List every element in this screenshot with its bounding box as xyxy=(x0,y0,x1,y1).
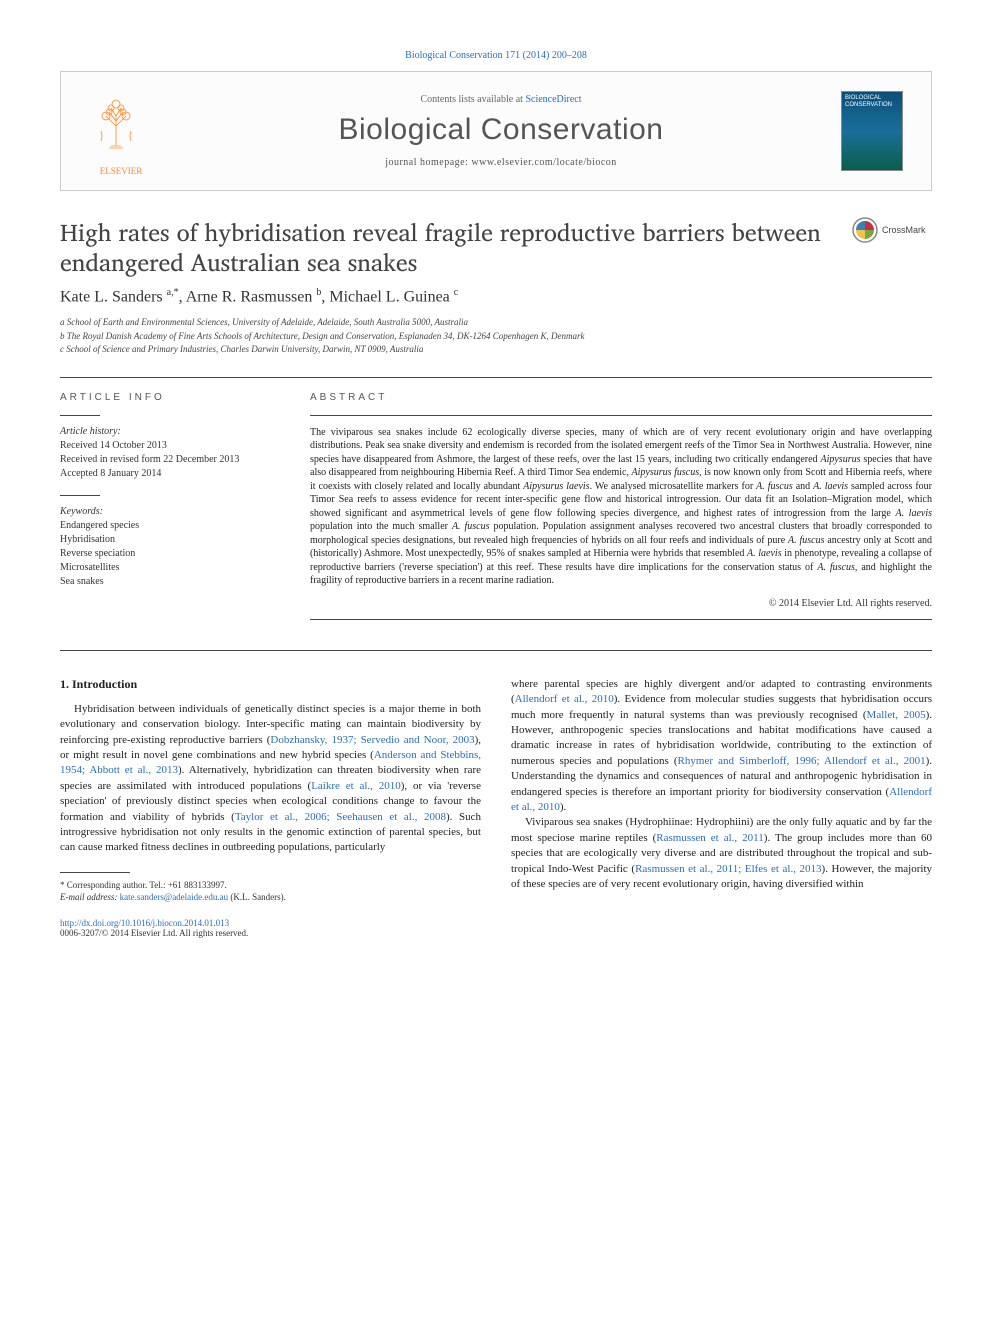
body-column-right: where parental species are highly diverg… xyxy=(511,677,932,938)
body-paragraph: Hybridisation between individuals of gen… xyxy=(60,702,481,856)
banner-center: Contents lists available at ScienceDirec… xyxy=(161,94,841,168)
rule-short xyxy=(60,495,100,496)
doi-link[interactable]: http://dx.doi.org/10.1016/j.biocon.2014.… xyxy=(60,918,229,928)
abstract-column: ABSTRACT The viviparous sea snakes inclu… xyxy=(310,392,932,630)
crossmark-badge[interactable]: CrossMark xyxy=(852,217,932,243)
email-footnote: E-mail address: kate.sanders@adelaide.ed… xyxy=(60,891,481,904)
email-suffix: (K.L. Sanders). xyxy=(230,892,286,902)
page-container: Biological Conservation 171 (2014) 200–2… xyxy=(0,0,992,988)
elsevier-tree-logo xyxy=(81,86,151,166)
citation-link[interactable]: Rhymer and Simberloff, 1996; Allendorf e… xyxy=(678,755,926,767)
email-link[interactable]: kate.sanders@adelaide.edu.au xyxy=(120,892,229,902)
section-heading: 1. Introduction xyxy=(60,677,481,692)
history-item: Received 14 October 2013 xyxy=(60,439,280,453)
publisher-name: ELSEVIER xyxy=(81,166,161,176)
keyword: Sea snakes xyxy=(60,575,280,589)
homepage-url[interactable]: www.elsevier.com/locate/biocon xyxy=(471,157,616,168)
journal-cover-thumbnail: BIOLOGICAL CONSERVATION xyxy=(841,91,903,171)
doi-block: http://dx.doi.org/10.1016/j.biocon.2014.… xyxy=(60,918,481,938)
header-citation: Biological Conservation 171 (2014) 200–2… xyxy=(60,50,932,61)
citation-link[interactable]: Biological Conservation 171 (2014) 200–2… xyxy=(405,50,587,61)
rule-short xyxy=(60,415,100,416)
email-label: E-mail address: xyxy=(60,892,117,902)
keyword: Hybridisation xyxy=(60,533,280,547)
cover-thumbnail-cell: BIOLOGICAL CONSERVATION xyxy=(841,91,911,171)
history-item: Received in revised form 22 December 201… xyxy=(60,453,280,467)
sciencedirect-link[interactable]: ScienceDirect xyxy=(525,94,581,105)
journal-banner: ELSEVIER Contents lists available at Sci… xyxy=(60,71,932,191)
citation-link[interactable]: Laikre et al., 2010 xyxy=(311,780,401,792)
rule xyxy=(60,650,932,651)
article-title: High rates of hybridisation reveal fragi… xyxy=(60,217,840,277)
issn-copyright: 0006-3207/© 2014 Elsevier Ltd. All right… xyxy=(60,928,248,938)
journal-title: Biological Conservation xyxy=(161,113,841,147)
body-column-left: 1. Introduction Hybridisation between in… xyxy=(60,677,481,938)
contents-prefix: Contents lists available at xyxy=(420,94,525,105)
info-abstract-row: ARTICLE INFO Article history: Received 1… xyxy=(60,392,932,630)
footnote-rule xyxy=(60,872,130,873)
affiliations-block: a School of Earth and Environmental Scie… xyxy=(60,316,932,357)
citation-link[interactable]: Allendorf et al., 2010 xyxy=(511,786,932,813)
keywords-heading: Keywords: xyxy=(60,506,280,517)
body-columns: 1. Introduction Hybridisation between in… xyxy=(60,677,932,938)
rule-short xyxy=(310,415,932,416)
contents-line: Contents lists available at ScienceDirec… xyxy=(161,94,841,105)
body-paragraph: Viviparous sea snakes (Hydrophiinae: Hyd… xyxy=(511,815,932,892)
citation-link[interactable]: Rasmussen et al., 2011 xyxy=(656,832,764,844)
authors-line: Kate L. Sanders a,*, Arne R. Rasmussen b… xyxy=(60,287,932,306)
citation-link[interactable]: Rasmussen et al., 2011; Elfes et al., 20… xyxy=(635,863,821,875)
abstract-text: The viviparous sea snakes include 62 eco… xyxy=(310,426,932,588)
citation-link[interactable]: Taylor et al., 2006; Seehausen et al., 2… xyxy=(235,811,446,823)
rule xyxy=(60,377,932,378)
cover-label: BIOLOGICAL CONSERVATION xyxy=(842,92,902,111)
title-row: High rates of hybridisation reveal fragi… xyxy=(60,217,932,277)
history-heading: Article history: xyxy=(60,426,280,437)
homepage-prefix: journal homepage: xyxy=(385,157,471,168)
citation-link[interactable]: Dobzhansky, 1937; Servedio and Noor, 200… xyxy=(270,734,474,746)
keyword: Reverse speciation xyxy=(60,547,280,561)
body-paragraph: where parental species are highly diverg… xyxy=(511,677,932,816)
homepage-line: journal homepage: www.elsevier.com/locat… xyxy=(161,157,841,168)
rule-short xyxy=(310,619,932,620)
corresponding-author-footnote: * Corresponding author. Tel.: +61 883133… xyxy=(60,879,481,892)
keyword: Microsatellites xyxy=(60,561,280,575)
affiliation: b The Royal Danish Academy of Fine Arts … xyxy=(60,330,932,344)
publisher-logo-cell: ELSEVIER xyxy=(81,86,161,176)
crossmark-icon xyxy=(852,217,878,243)
crossmark-label: CrossMark xyxy=(882,225,926,235)
keyword: Endangered species xyxy=(60,519,280,533)
citation-link[interactable]: Allendorf et al., 2010 xyxy=(515,693,614,705)
abstract-heading: ABSTRACT xyxy=(310,392,932,403)
history-item: Accepted 8 January 2014 xyxy=(60,467,280,481)
citation-link[interactable]: Mallet, 2005 xyxy=(867,709,926,721)
article-info-column: ARTICLE INFO Article history: Received 1… xyxy=(60,392,280,630)
affiliation: a School of Earth and Environmental Scie… xyxy=(60,316,932,330)
article-info-heading: ARTICLE INFO xyxy=(60,392,280,403)
abstract-copyright: © 2014 Elsevier Ltd. All rights reserved… xyxy=(310,598,932,609)
affiliation: c School of Science and Primary Industri… xyxy=(60,343,932,357)
citation-link[interactable]: Anderson and Stebbins, 1954; Abbott et a… xyxy=(60,749,481,776)
